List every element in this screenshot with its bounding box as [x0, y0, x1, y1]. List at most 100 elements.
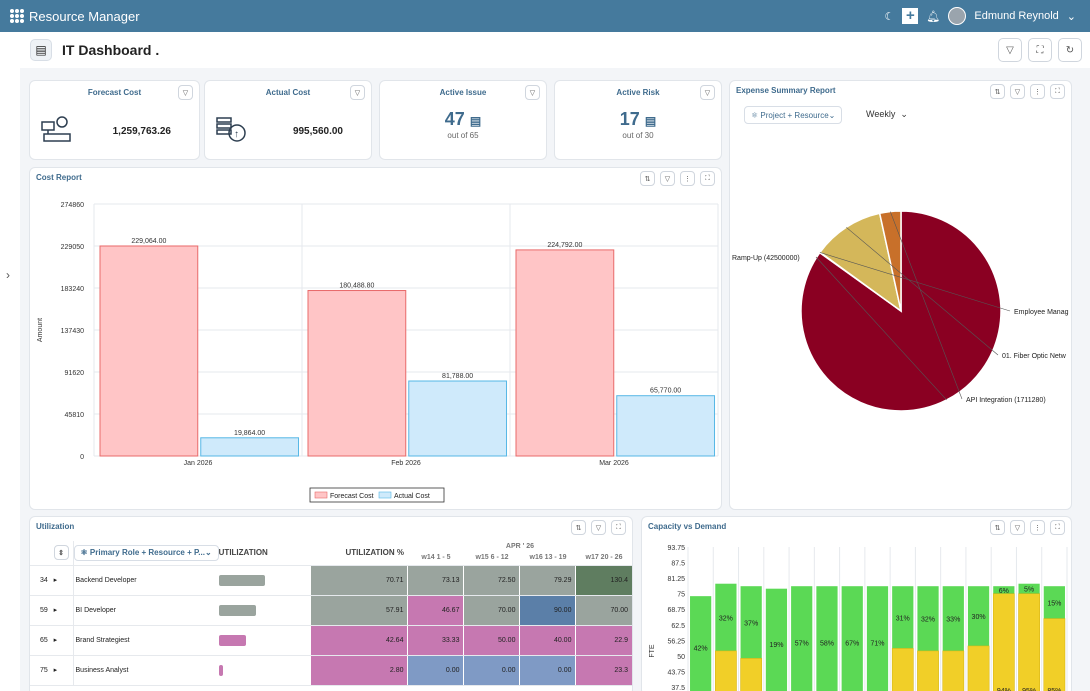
- column-header-utilization[interactable]: UTILIZATION: [218, 541, 311, 566]
- expand-icon[interactable]: ⛶: [611, 520, 626, 535]
- sort-icon[interactable]: ⇅: [640, 171, 655, 186]
- coins-icon: ↑: [216, 117, 246, 142]
- kpi-forecast-cost: Forecast Cost ▽ 1,259,763.26: [29, 80, 200, 160]
- filter-icon[interactable]: ▽: [1010, 84, 1025, 99]
- leader-line: [815, 256, 947, 401]
- month-header: APR ' 26: [505, 543, 535, 550]
- week-header: w14 1 - 5: [421, 554, 451, 561]
- period-value: Weekly: [866, 109, 896, 119]
- capacity-bar: [791, 586, 813, 691]
- y-tick-label: 45810: [65, 412, 85, 419]
- filter-icon[interactable]: ▽: [525, 85, 540, 100]
- column-header-utilization-pct[interactable]: UTILIZATION %: [310, 541, 408, 566]
- kpi-subtext: out of 65: [447, 131, 479, 140]
- week-value: 50.00: [497, 636, 516, 644]
- week-value: 73.13: [441, 576, 460, 584]
- svg-text:↑: ↑: [234, 129, 239, 140]
- week-header: w15 6 - 12: [475, 554, 509, 561]
- alert-icon: ▤: [644, 114, 657, 128]
- dark-mode-icon[interactable]: ☾: [884, 10, 895, 23]
- expense-pie-chart: Ramp-Up (42500000) Employee Manag 01. Fibe…: [732, 210, 1069, 412]
- capacity-bar: [690, 596, 712, 691]
- filter-icon[interactable]: ▽: [178, 85, 193, 100]
- expand-row-icon[interactable]: ▸: [53, 607, 58, 614]
- expand-row-icon[interactable]: ▸: [53, 637, 58, 644]
- table-row[interactable]: 65 ▸ Brand Strategiest 42.64 33.33 50.00 40.0…: [30, 625, 632, 656]
- refresh-button[interactable]: ↻: [1058, 38, 1082, 62]
- sort-icon[interactable]: ⇅: [571, 520, 586, 535]
- notification-bell-icon[interactable]: 🔔︎: [926, 10, 941, 23]
- page-header: ▤ IT Dashboard . ▽ ⛶ ↻: [20, 32, 1090, 68]
- expand-row-icon[interactable]: ▸: [53, 577, 58, 584]
- kpi-title: Forecast Cost: [87, 88, 142, 97]
- filter-icon[interactable]: ▽: [1010, 520, 1025, 535]
- kpi-value: 1,259,763.26: [112, 126, 171, 137]
- period-dropdown[interactable]: Weekly ⌄: [866, 109, 908, 120]
- row-name: Brand Strategiest: [75, 636, 130, 644]
- app-title: Resource Manager: [29, 8, 140, 24]
- group-by-dropdown[interactable]: ⚛ Project + Resource ⌄: [744, 106, 843, 124]
- y-tick-label: 37.5: [671, 685, 685, 691]
- sort-icon[interactable]: ⇅: [990, 520, 1005, 535]
- row-name: BI Developer: [75, 606, 116, 614]
- table-row[interactable]: 34 ▸ Backend Developer 70.71 73.13 72.50 79.2…: [30, 565, 632, 596]
- demand-bar: [917, 650, 939, 691]
- kpi-subtext: out of 30: [622, 131, 654, 140]
- filter-button[interactable]: ▽: [998, 38, 1022, 62]
- week-value: 0.00: [557, 666, 572, 674]
- cost-bar-chart: 0 45810 91620 137430 183240 229050 274860 229,0…: [37, 202, 719, 503]
- expand-icon[interactable]: ⛶: [1050, 84, 1065, 99]
- legend-swatch: [378, 491, 392, 499]
- table-row[interactable]: 75 ▸ Business Analyst 2.80 0.00 0.00 0.00 23.3: [30, 655, 632, 686]
- slice-label: 01. Fiber Optic Netw: [1002, 353, 1067, 360]
- sidebar-toggle[interactable]: ›: [0, 32, 20, 691]
- sort-icon[interactable]: ⇅: [990, 84, 1005, 99]
- avatar[interactable]: [948, 7, 967, 25]
- clipboard-icon: ▤: [469, 114, 482, 128]
- filter-icon[interactable]: ▽: [591, 520, 606, 535]
- expand-icon[interactable]: ⛶: [700, 171, 715, 186]
- more-icon[interactable]: ⋮: [1030, 520, 1045, 535]
- user-name[interactable]: Edmund Reynold: [974, 10, 1059, 22]
- filter-icon[interactable]: ▽: [700, 85, 715, 100]
- y-axis-label: FTE: [649, 644, 656, 658]
- utilization-pct: 2.80: [389, 666, 404, 674]
- utilization-panel: Utilization ⇅ ▽ ⛶ ⇕ ⚛ Primary Role + Res…: [29, 516, 633, 691]
- y-tick-label: 93.75: [667, 545, 685, 552]
- filter-icon[interactable]: ▽: [660, 171, 675, 186]
- y-tick-label: 56.25: [667, 638, 685, 645]
- add-icon[interactable]: +: [902, 8, 919, 24]
- y-tick-label: 183240: [61, 286, 84, 293]
- data-label: 30%: [972, 614, 986, 621]
- y-tick-label: 274860: [61, 202, 84, 209]
- sort-toggle-icon[interactable]: ⇕: [53, 545, 69, 561]
- chevron-right-icon[interactable]: ›: [6, 268, 10, 282]
- data-label: 32%: [719, 615, 733, 622]
- panel-title: Cost Report: [36, 173, 82, 182]
- more-icon[interactable]: ⋮: [1030, 84, 1045, 99]
- data-label: 67%: [845, 641, 859, 648]
- data-label: 94%: [997, 688, 1011, 691]
- kpi-active-risk: Active Risk ▽ 17 ▤ out of 30: [554, 80, 722, 160]
- week-header: w17 20 - 26: [585, 554, 623, 561]
- expand-icon[interactable]: ⛶: [1050, 520, 1065, 535]
- group-by-dropdown[interactable]: ⚛ Primary Role + Resource + P... ⌄: [73, 544, 219, 561]
- utilization-table: ⇕ ⚛ Primary Role + Resource + P... ⌄ UTI…: [30, 541, 632, 686]
- utilization-bar: [218, 604, 257, 616]
- dashboard-icon: ▤: [30, 39, 52, 61]
- table-row[interactable]: 59 ▸ BI Developer 57.91 46.67 70.00 90.00 70.0…: [30, 595, 632, 626]
- app-launcher-icon[interactable]: [10, 9, 24, 23]
- panel-title: Utilization: [36, 522, 75, 531]
- week-value: 23.3: [614, 666, 628, 674]
- more-icon[interactable]: ⋮: [680, 171, 695, 186]
- group-by-value: Primary Role + Resource + P...: [89, 548, 205, 558]
- chevron-down-icon[interactable]: ⌄: [1066, 10, 1076, 23]
- row-name: Business Analyst: [75, 666, 129, 674]
- data-label: 33%: [946, 617, 960, 624]
- expand-row-icon[interactable]: ▸: [53, 667, 58, 674]
- demand-bar: [992, 593, 1015, 691]
- cost-report-panel: Cost Report ⇅ ▽ ⋮ ⛶ 0 45810 91620 137430 183…: [29, 167, 722, 510]
- fullscreen-button[interactable]: ⛶: [1028, 38, 1052, 62]
- capacity-bar-chart: 37.5 43.75 50 56.25 62.5 68.75 75 81.25 87.5 93.7…: [649, 545, 1068, 691]
- filter-icon[interactable]: ▽: [350, 85, 365, 100]
